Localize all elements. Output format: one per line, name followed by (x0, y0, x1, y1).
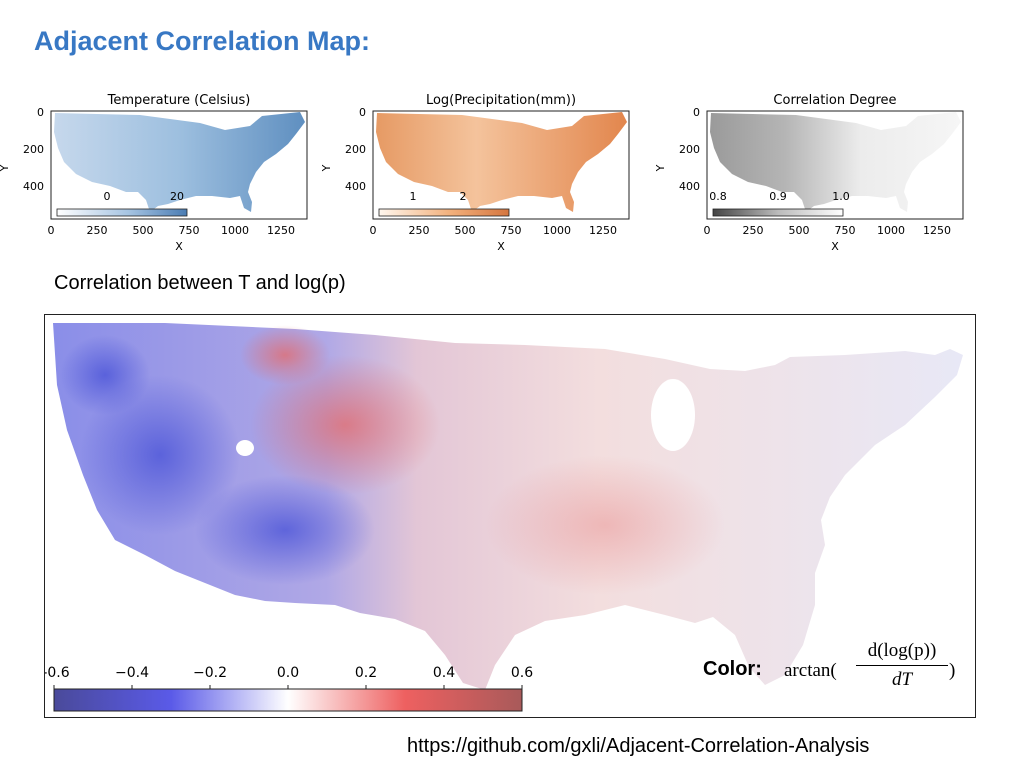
y-tick-label: 0 (693, 106, 700, 119)
y-tick-label: 0 (37, 106, 44, 119)
hotspot-blue (60, 335, 150, 415)
colorbar-ticks (53, 685, 523, 689)
lake-gap (651, 379, 695, 451)
y-axis: 0 200 400 (679, 106, 700, 193)
x-axis: 0 250 500 750 1000 1250 (704, 224, 952, 237)
y-axis-label: Y (0, 164, 11, 172)
formula-numerator: d(log(p)) (867, 640, 937, 661)
x-tick-label: 1250 (589, 224, 617, 237)
x-axis: 0 250 500 750 1000 1250 (48, 224, 296, 237)
y-axis: 0 200 400 (345, 106, 366, 193)
colorbar (712, 208, 844, 217)
colorbar-tick: 2 (460, 190, 467, 203)
fraction-bar (856, 665, 948, 666)
source-url[interactable]: https://github.com/gxli/Adjacent-Correla… (407, 735, 870, 757)
colorbar (53, 688, 523, 712)
hotspot-red (485, 455, 725, 595)
x-tick-label: 1000 (543, 224, 571, 237)
y-axis: 0 200 400 (23, 106, 44, 193)
colorbar-tick: 1 (410, 190, 417, 203)
x-axis-label: X (831, 240, 839, 253)
correlation-degree-chart: Correlation Degree 0.8 0.9 1.0 0 200 400… (654, 93, 964, 253)
hotspot-blue (195, 475, 375, 585)
colorbar-tick: 0.6 (511, 665, 533, 681)
usa-shape (54, 112, 305, 212)
x-tick-label: 250 (743, 224, 764, 237)
colorbar (378, 208, 510, 217)
x-axis-label: X (175, 240, 183, 253)
temperature-map-chart: Temperature (Celsius) 0 20 0 200 400 Y 0… (0, 93, 308, 253)
main-correlation-map: -0.6 −0.4 −0.2 0.0 0.2 0.4 0.6 (44, 314, 976, 718)
hotspot-red (240, 325, 330, 385)
x-tick-label: 0 (704, 224, 711, 237)
chart-title: Temperature (Celsius) (107, 93, 251, 108)
precipitation-map-chart: Log(Precipitation(mm)) 1 2 0 200 400 Y 0… (320, 93, 630, 253)
usa-shape (376, 112, 627, 212)
x-tick-label: 1250 (923, 224, 951, 237)
slide-title: Adjacent Correlation Map: (34, 26, 371, 56)
colorbar-tick: 0 (104, 190, 111, 203)
y-tick-label: 400 (679, 180, 700, 193)
x-tick-label: 500 (455, 224, 476, 237)
formula-function: arctan( (784, 660, 837, 681)
formula-fraction: d(log(p)) dT (856, 640, 948, 691)
colorbar-tick: -0.6 (45, 665, 70, 681)
colorbar-tick: 1.0 (832, 190, 850, 203)
y-tick-label: 200 (345, 143, 366, 156)
colorbar-tick: 0.4 (433, 665, 455, 681)
x-tick-label: 0 (48, 224, 55, 237)
x-tick-label: 500 (789, 224, 810, 237)
main-map-subheading: Correlation between T and log(p) (54, 272, 346, 294)
colorbar-tick: 0.0 (277, 665, 299, 681)
colorbar-tick: 20 (170, 190, 184, 203)
color-formula: Color: arctan( d(log(p)) dT ) (703, 640, 973, 702)
lake-gap (236, 440, 254, 456)
x-tick-label: 1000 (221, 224, 249, 237)
colorbar-tick: 0.2 (355, 665, 377, 681)
colorbar (56, 208, 188, 217)
x-axis: 0 250 500 750 1000 1250 (370, 224, 618, 237)
colorbar-tick: −0.4 (115, 665, 149, 681)
x-tick-label: 1000 (877, 224, 905, 237)
y-axis-label: Y (654, 164, 667, 172)
colorbar-tick: −0.2 (193, 665, 227, 681)
formula-denominator: dT (891, 669, 913, 690)
x-tick-label: 500 (133, 224, 154, 237)
y-tick-label: 400 (345, 180, 366, 193)
formula-label: Color: (703, 658, 762, 680)
x-tick-label: 250 (87, 224, 108, 237)
x-axis-label: X (497, 240, 505, 253)
chart-title: Log(Precipitation(mm)) (426, 93, 576, 108)
hotspot-red (250, 355, 440, 495)
y-axis-label: Y (320, 164, 333, 172)
colorbar-labels: -0.6 −0.4 −0.2 0.0 0.2 0.4 0.6 (45, 665, 533, 681)
chart-title: Correlation Degree (773, 93, 896, 108)
hotspot-blue (80, 375, 240, 535)
y-tick-label: 400 (23, 180, 44, 193)
y-tick-label: 0 (359, 106, 366, 119)
y-tick-label: 200 (679, 143, 700, 156)
formula-close: ) (949, 660, 956, 681)
x-tick-label: 750 (835, 224, 856, 237)
colorbar-tick: 0.9 (769, 190, 787, 203)
x-tick-label: 750 (179, 224, 200, 237)
x-tick-label: 250 (409, 224, 430, 237)
usa-shape (710, 112, 961, 212)
x-tick-label: 1250 (267, 224, 295, 237)
x-tick-label: 750 (501, 224, 522, 237)
y-tick-label: 200 (23, 143, 44, 156)
colorbar-tick: 0.8 (709, 190, 727, 203)
x-tick-label: 0 (370, 224, 377, 237)
